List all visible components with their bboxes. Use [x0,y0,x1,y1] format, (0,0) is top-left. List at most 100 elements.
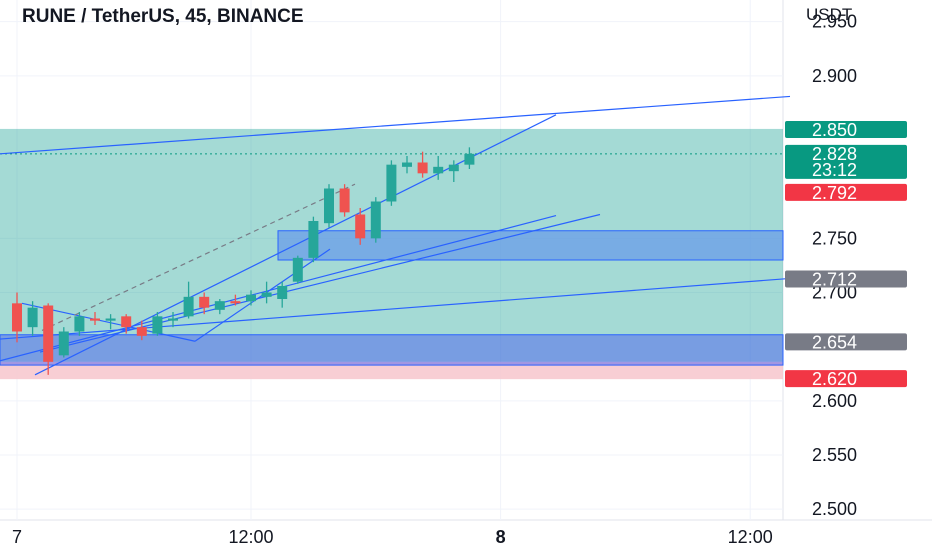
support-range-box [0,334,784,366]
price-badge-label: 2.712 [812,270,857,290]
candle [308,216,319,263]
candle [448,160,459,182]
trend-line [0,277,791,340]
candle [324,184,334,228]
candle [105,314,116,330]
candle-body [199,296,210,308]
candle [355,208,366,245]
candle-body [58,331,69,356]
candle [464,147,475,169]
candle-body [324,188,334,224]
price-tick-label: 2.500 [812,499,857,519]
candle [402,156,412,174]
candle-body [464,153,475,165]
candle-body [246,294,256,302]
trend-line [0,95,791,155]
candle [386,160,397,206]
candle-body [27,307,38,328]
candle-body [261,292,272,297]
price-tick-label: 2.900 [812,66,857,86]
price-tick-label: 2.600 [812,391,857,411]
price-tick-label: 2.750 [812,228,857,248]
price-badge-background [785,144,907,179]
candle-body [277,286,288,299]
price-badge[interactable]: 2.654 [785,332,907,352]
candle [43,303,54,375]
candle [277,281,288,308]
price-badge-background [785,333,907,351]
candle [136,320,147,341]
price-badge[interactable]: 2.712 [785,270,907,290]
candle-body [355,214,366,239]
candle [292,255,303,284]
chart-title: RUNE / TetherUS, 45, BINANCE [22,6,304,27]
candle-body [386,164,397,202]
candle [90,312,100,325]
price-badge-label: 2.620 [812,369,857,389]
time-tick-label: 12:00 [228,527,273,547]
price-badge[interactable]: 2.850 [785,120,907,140]
candle-body [448,164,459,172]
candle-body [74,316,85,332]
candle-body [105,318,116,321]
candle-body [370,201,381,239]
price-badge-label: 2.654 [812,332,857,352]
price-tick-label: 2.950 [812,12,857,32]
candle-body [230,301,241,304]
time-axis-ticks: 7 12:00 8 12:00 [12,527,773,547]
price-tick-label: 2.550 [812,445,857,465]
candle-body [214,301,225,310]
candle [152,312,163,336]
price-badge-background [785,270,907,288]
candle-body [339,188,350,213]
price-badge-background [785,121,907,138]
candle-body [168,318,178,321]
candle [370,197,381,243]
candle [214,299,225,315]
candle [74,312,85,336]
candle [58,327,69,358]
time-tick-label: 7 [12,527,22,547]
price-badge-label: 2.828 [812,144,857,164]
time-tick-label: 8 [496,527,506,547]
candle-body [136,327,147,336]
candle [121,314,132,334]
candle [27,301,38,336]
candle-body [433,166,444,174]
price-badge[interactable]: 2.792 [785,183,907,203]
candle-body [90,318,100,321]
trend-lines [0,95,791,376]
candle-body [12,303,22,332]
candle [230,294,241,306]
candle [433,156,444,180]
dashed-projection-line [41,183,356,331]
price-badge-background [785,370,907,388]
price-badge-label: 2.792 [812,183,857,203]
candle [246,290,256,306]
time-tick-label: 12:00 [728,527,773,547]
stop-loss-zone [0,361,783,380]
candle-body [402,162,412,167]
candle [339,184,350,217]
candle-body [292,257,303,282]
candle [183,281,194,319]
price-badge[interactable]: 2.620 [785,369,907,389]
price-badge-background [785,183,907,201]
price-axis-unit: USDT [806,5,852,24]
plot-background [0,0,783,550]
candle-body [183,296,194,317]
candle [261,281,272,304]
candle-body [417,162,428,174]
resistance-range-box [277,230,784,261]
candle [417,151,428,178]
price-badge-label: 2.850 [812,120,857,140]
candle [168,312,178,328]
candles [12,147,475,375]
candle-body [43,305,54,362]
candle-body [152,316,163,334]
